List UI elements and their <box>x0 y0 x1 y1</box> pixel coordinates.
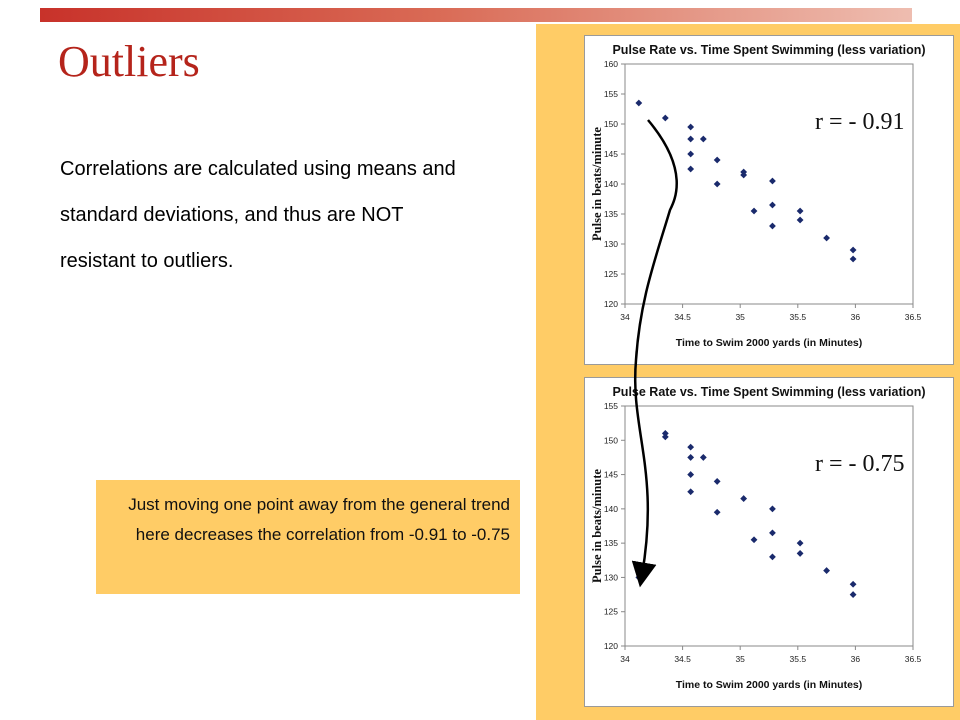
chart-1-xtick-label: 35.5 <box>790 312 807 322</box>
chart-1-data-point <box>750 207 758 215</box>
slide-title: Outliers <box>58 37 200 86</box>
chart-2-data-point <box>796 550 804 557</box>
chart-2-data-point <box>687 443 695 451</box>
chart-1-data-point <box>661 114 669 122</box>
chart-2-data-point <box>635 574 643 581</box>
chart-1-ytick-label: 135 <box>604 209 618 219</box>
chart-2-plot-area <box>624 405 914 647</box>
chart-2-ytick-label: 135 <box>604 538 618 548</box>
body-text: Correlations are calculated using means … <box>60 158 456 272</box>
chart-1-data-point <box>687 165 695 173</box>
chart-2-data-point <box>699 454 707 461</box>
chart-1-ytick-label: 155 <box>604 89 618 99</box>
chart-2-data-point <box>769 529 776 537</box>
chart-1-data-point <box>713 180 721 188</box>
title-accent-bar <box>40 8 912 22</box>
chart-2-xtick-label: 34.5 <box>674 654 691 664</box>
chart-1-xtick-label: 35 <box>735 312 745 322</box>
chart-2-ytick-label: 145 <box>604 470 618 480</box>
chart-2-data-point <box>769 553 776 561</box>
scatter-chart-top: Pulse Rate vs. Time Spent Swimming (less… <box>584 35 954 365</box>
chart-1-plot-area <box>624 63 914 305</box>
chart-2-data-point <box>769 505 776 513</box>
chart-1-ytick-label: 120 <box>604 299 618 309</box>
chart-2-data-point <box>713 478 721 485</box>
chart-1-data-point <box>687 123 695 131</box>
chart-2-xlabel: Time to Swim 2000 yards (in Minutes) <box>676 679 863 691</box>
chart-2-ytick-label: 125 <box>604 607 618 617</box>
chart-2-data-point <box>687 488 695 496</box>
chart-2-ytick-label: 120 <box>604 641 618 651</box>
chart-2-data-point <box>713 508 721 516</box>
chart-1-ylabel: Pulse in beats/minute <box>590 127 604 241</box>
chart-2-data-point <box>796 539 804 547</box>
chart-1-data-point <box>635 99 643 107</box>
chart-2-data-point <box>687 454 695 461</box>
chart-2-r-annotation: r = - 0.75 <box>815 451 905 477</box>
chart-1-data-point <box>699 135 707 143</box>
chart-2-xtick-label: 36 <box>851 654 861 664</box>
chart-1-data-point <box>849 255 857 263</box>
chart-2-data-point <box>823 567 830 574</box>
chart-2-xtick-label: 35.5 <box>790 654 807 664</box>
chart-1-data-point <box>769 201 776 209</box>
chart-2-title: Pulse Rate vs. Time Spent Swimming (less… <box>612 385 925 399</box>
chart-2-data-point <box>849 580 857 588</box>
chart-1-data-point <box>769 177 776 185</box>
chart-1-ytick-label: 150 <box>604 119 618 129</box>
scatter-chart-bottom-svg: Pulse Rate vs. Time Spent Swimming (less… <box>590 385 926 691</box>
chart-2-xtick-label: 34 <box>620 654 630 664</box>
chart-2-ytick-label: 130 <box>604 572 618 582</box>
chart-2-data-point <box>750 536 758 544</box>
chart-1-ytick-label: 130 <box>604 239 618 249</box>
chart-1-data-point <box>823 234 830 242</box>
chart-1-xtick-label: 36.5 <box>905 312 922 322</box>
chart-1-data-point <box>687 150 695 158</box>
chart-1-data-point <box>740 168 748 176</box>
chart-1-data-point <box>796 216 804 224</box>
chart-2-data-point <box>687 471 695 478</box>
chart-1-xlabel: Time to Swim 2000 yards (in Minutes) <box>676 337 863 349</box>
chart-1-data-point <box>713 156 721 164</box>
chart-2-data-point <box>740 495 748 502</box>
chart-1-data-point <box>849 246 857 254</box>
chart-2-ytick-label: 150 <box>604 435 618 445</box>
scatter-chart-bottom: Pulse Rate vs. Time Spent Swimming (less… <box>584 377 954 707</box>
scatter-chart-top-svg: Pulse Rate vs. Time Spent Swimming (less… <box>590 43 926 349</box>
chart-1-r-annotation: r = - 0.91 <box>815 109 905 135</box>
chart-2-xtick-label: 35 <box>735 654 745 664</box>
chart-2-xtick-label: 36.5 <box>905 654 922 664</box>
chart-2-data-point <box>849 591 857 598</box>
chart-1-data-point <box>769 222 776 230</box>
callout-note: Just moving one point away from the gene… <box>96 480 520 594</box>
chart-1-ytick-label: 125 <box>604 269 618 279</box>
chart-2-ylabel: Pulse in beats/minute <box>590 469 604 583</box>
chart-2-ytick-label: 140 <box>604 504 618 514</box>
chart-1-xtick-label: 36 <box>851 312 861 322</box>
chart-1-xtick-label: 34.5 <box>674 312 691 322</box>
chart-1-data-point <box>687 135 695 143</box>
chart-1-title: Pulse Rate vs. Time Spent Swimming (less… <box>612 43 925 57</box>
chart-1-ytick-label: 160 <box>604 59 618 69</box>
chart-2-data-point <box>661 433 669 441</box>
chart-1-ytick-label: 145 <box>604 149 618 159</box>
chart-1-data-point <box>796 207 804 215</box>
chart-1-xtick-label: 34 <box>620 312 630 322</box>
chart-2-ytick-label: 155 <box>604 401 618 411</box>
chart-1-ytick-label: 140 <box>604 179 618 189</box>
